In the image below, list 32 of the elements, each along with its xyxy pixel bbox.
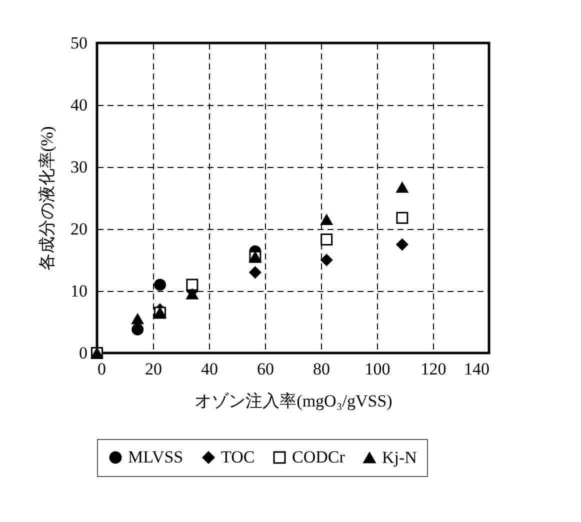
point [132, 314, 144, 324]
y-tick-label: 50 [70, 34, 88, 52]
y-tick-label: 30 [70, 158, 88, 176]
x-axis-title: オゾン注入率(mgO₃/gVSS) [194, 392, 392, 410]
x-tick-label: 100 [364, 360, 390, 378]
x-tick-label: 0 [98, 360, 106, 378]
y-tick-label: 10 [70, 282, 88, 300]
legend-label: TOC [221, 448, 255, 467]
legend-label: CODCr [292, 448, 346, 467]
point [132, 323, 144, 336]
y-tick-label: 20 [70, 220, 88, 238]
point [186, 278, 198, 291]
point [396, 212, 408, 224]
x-tick-label: 140 [464, 360, 490, 378]
point [249, 266, 262, 278]
legend-label: MLVSS [128, 448, 184, 467]
y-tick-label: 40 [70, 96, 88, 114]
x-tick-label: 20 [145, 360, 162, 378]
point [320, 254, 333, 266]
point [396, 182, 408, 193]
point [154, 278, 166, 291]
point [320, 234, 333, 246]
point [320, 214, 333, 225]
y-tick-label: 0 [79, 344, 88, 362]
point [396, 238, 408, 250]
y-axis-title: 各成分の液化率(%) [38, 126, 56, 271]
point [186, 288, 198, 300]
x-tick-label: 80 [313, 360, 330, 378]
x-tick-label: 40 [201, 360, 218, 378]
x-tick-label: 120 [420, 360, 446, 378]
legend-label: Kj-N [382, 448, 417, 467]
x-tick-label: 60 [257, 360, 274, 378]
